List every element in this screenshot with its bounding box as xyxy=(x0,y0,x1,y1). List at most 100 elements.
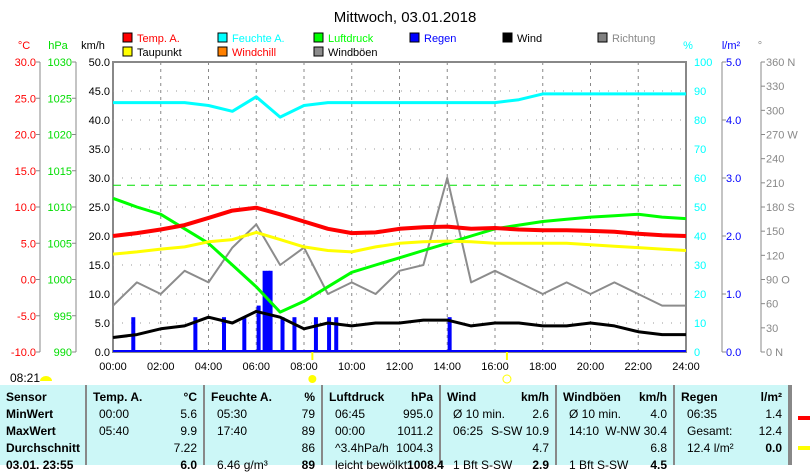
table-row: 6.0 xyxy=(93,457,197,474)
cell-value: 4.7 xyxy=(532,440,549,457)
col-title: Luftdruck xyxy=(329,389,384,406)
cell-label: 1 Bft S-SW xyxy=(447,457,512,474)
cell-label xyxy=(563,440,569,457)
cell-value: 9.9 xyxy=(180,423,197,440)
axis-tick-label: 5.0 xyxy=(21,238,36,250)
axis-tick-label: 150 xyxy=(766,226,784,238)
x-tick-label: 02:00 xyxy=(147,361,175,373)
cell-value: 4.5 xyxy=(650,457,667,474)
axis-tick-label: 20.0 xyxy=(89,231,110,243)
x-tick-label: 04:00 xyxy=(195,361,223,373)
table-row: 4.7 xyxy=(447,440,549,457)
axis-tick-label: 10.0 xyxy=(89,289,110,301)
axis-tick-label: 100 xyxy=(694,57,712,69)
cell-label: 12.4 l/m² xyxy=(681,440,734,457)
legend-swatch xyxy=(123,47,132,56)
axis-tick-label: 25.0 xyxy=(15,93,36,105)
rain-bar xyxy=(242,317,246,352)
sunrise-time: 08:21 xyxy=(10,371,40,385)
axis-tick-label: 10.0 xyxy=(15,202,36,214)
axis-tick-label: 995 xyxy=(54,311,72,323)
legend-label: Richtung xyxy=(612,33,655,45)
axis-tick-label: 45.0 xyxy=(89,86,110,98)
rain-bar xyxy=(314,317,318,352)
axis-unit: l/m² xyxy=(722,40,741,52)
cell-value: 4.0 xyxy=(650,406,667,423)
table-row: 86 xyxy=(211,440,315,457)
x-tick-label: 16:00 xyxy=(481,361,509,373)
cell-value: 1004.3 xyxy=(396,440,433,457)
cell-value: 1.4 xyxy=(765,406,782,423)
cell-value: 995.0 xyxy=(403,406,433,423)
axis-tick-label: 1020 xyxy=(48,130,72,142)
cell-value: 86 xyxy=(302,440,315,457)
x-tick-label: 22:00 xyxy=(624,361,652,373)
axis-tick-label: 20 xyxy=(694,289,706,301)
col-title: Feuchte A. xyxy=(211,389,272,406)
axis-tick-label: 270 W xyxy=(766,130,798,142)
axis-tick-label: 300 xyxy=(766,105,784,117)
axis-tick-label: 2.0 xyxy=(726,231,741,243)
axis-tick-label: 30.0 xyxy=(89,173,110,185)
axis-tick-label: 0.0 xyxy=(726,347,741,359)
x-tick-label: 10:00 xyxy=(338,361,366,373)
axis-unit: °C xyxy=(18,40,30,52)
axis-tick-label: 35.0 xyxy=(89,144,110,156)
legend-swatch xyxy=(218,33,227,42)
x-tick-label: 12:00 xyxy=(386,361,414,373)
moon-icon xyxy=(503,375,511,383)
x-tick-label: 20:00 xyxy=(577,361,605,373)
axis-tick-label: 1000 xyxy=(48,275,72,287)
axis-tick-label: -5.0 xyxy=(17,311,36,323)
cell-label: 05:30 xyxy=(211,406,247,423)
legend-label: Windchill xyxy=(232,47,276,59)
row-label: MaxWert xyxy=(6,423,79,440)
axis-tick-label: 90 xyxy=(694,86,706,98)
cell-value: 5.6 xyxy=(180,406,197,423)
legend-swatch xyxy=(598,33,607,42)
table-row: Gesamt:12.4 xyxy=(681,423,782,440)
cell-label: 05:40 xyxy=(93,423,129,440)
legend-label: Regen xyxy=(424,33,456,45)
cell-label: 17:40 xyxy=(211,423,247,440)
cell-value: 89 xyxy=(302,423,315,440)
axis-unit: km/h xyxy=(81,40,105,52)
col-head: Feuchte A.% xyxy=(211,389,315,406)
table-row: 7.22 xyxy=(93,440,197,457)
axis-unit: hPa xyxy=(48,40,68,52)
axis-tick-label: 210 xyxy=(766,178,784,190)
axis-unit: % xyxy=(683,40,693,52)
axis-tick-label: 1.0 xyxy=(726,289,741,301)
axis-tick-label: 40.0 xyxy=(89,115,110,127)
axis-tick-label: 30.0 xyxy=(15,57,36,69)
cell-value: 79 xyxy=(302,406,315,423)
cell-value: 1011.2 xyxy=(397,423,433,440)
axis-tick-label: 3.0 xyxy=(726,173,741,185)
sunrise-icon xyxy=(40,376,52,381)
cell-label: 00:00 xyxy=(329,423,365,440)
rain-bar xyxy=(263,271,267,352)
axis-tick-label: 80 xyxy=(694,115,706,127)
axis-tick-label: 70 xyxy=(694,144,706,156)
axis-tick-label: 30 xyxy=(694,260,706,272)
cell-label: 6.46 g/m³ xyxy=(211,457,268,474)
table-row: 00:00 1011.2 xyxy=(329,423,433,440)
legend-swatch xyxy=(218,47,227,56)
x-tick-label: 18:00 xyxy=(529,361,557,373)
col-title: Wind xyxy=(447,389,476,406)
cell-label: ^3.4hPa/h xyxy=(329,440,389,457)
cell-label xyxy=(93,440,99,457)
